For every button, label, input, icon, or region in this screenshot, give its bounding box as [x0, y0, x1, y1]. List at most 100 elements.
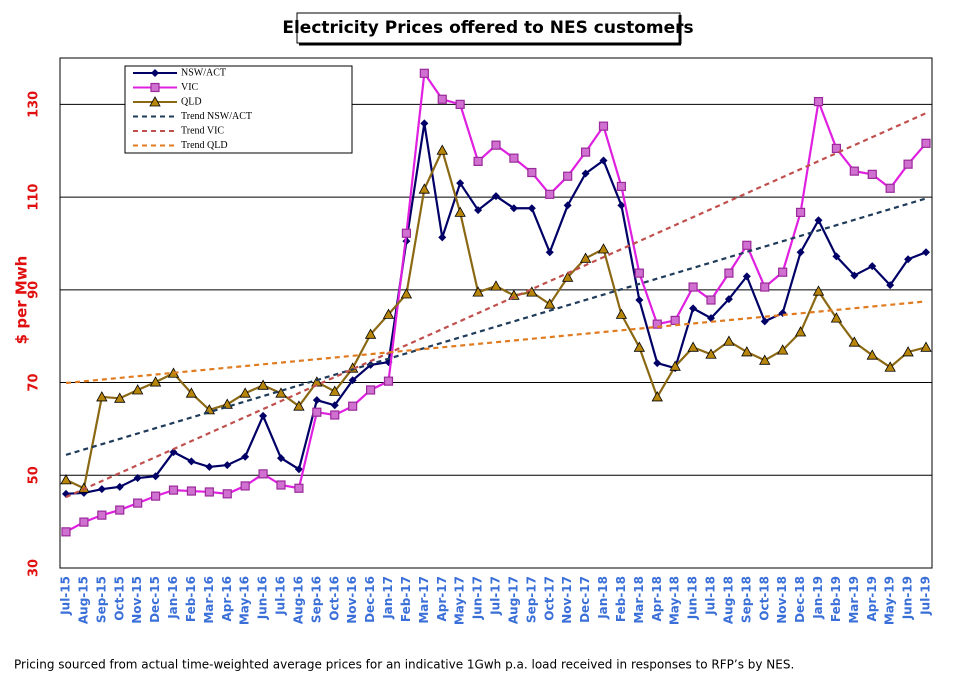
x-tick-label: Jun-17 — [471, 576, 485, 620]
data-point — [312, 396, 321, 405]
x-tick-label: Aug-15 — [76, 576, 90, 624]
x-tick-label: Aug-18 — [721, 576, 735, 624]
data-point — [814, 216, 823, 225]
data-point — [597, 243, 610, 254]
x-tick-label: May-16 — [238, 576, 252, 625]
data-point — [168, 485, 179, 495]
data-point — [187, 457, 196, 466]
data-point — [903, 159, 913, 169]
data-point — [741, 346, 753, 357]
data-point — [922, 248, 930, 257]
x-tick-label: Jul-16 — [274, 576, 288, 616]
x-tick-label: Oct-16 — [327, 576, 341, 621]
data-point — [241, 452, 250, 461]
data-point — [223, 461, 232, 470]
data-point — [472, 286, 484, 297]
x-tick-label: May-19 — [883, 576, 897, 625]
data-point — [707, 314, 715, 323]
data-point — [635, 296, 644, 305]
data-point — [490, 280, 502, 291]
trend-line — [65, 112, 927, 499]
data-point — [742, 240, 752, 250]
y-tick-label: 30 — [27, 559, 42, 577]
legend-label: Trend VIC — [181, 125, 224, 136]
data-point — [239, 387, 251, 398]
data-point — [438, 233, 447, 242]
data-point — [705, 348, 717, 359]
data-point — [79, 517, 89, 527]
data-point — [617, 201, 626, 210]
data-point — [294, 483, 304, 493]
data-point — [527, 204, 536, 213]
data-point — [437, 94, 447, 104]
data-point — [474, 206, 483, 215]
x-tick-label: Mar-16 — [202, 576, 216, 624]
data-point — [812, 285, 825, 296]
legend-label: Trend NSW/ACT — [181, 111, 252, 122]
x-tick-label: May-17 — [453, 576, 467, 625]
x-tick-label: Nov-18 — [775, 576, 789, 624]
data-point — [258, 469, 268, 479]
data-point — [491, 140, 501, 150]
legend-marker — [150, 82, 160, 93]
data-point — [579, 252, 592, 263]
x-tick-label: Feb-17 — [399, 576, 413, 622]
x-tick-label: Aug-17 — [506, 576, 520, 624]
data-point — [294, 465, 303, 474]
y-tick-label: 50 — [27, 466, 42, 484]
x-tick-label: Apr-16 — [220, 576, 234, 621]
data-point — [599, 156, 608, 165]
data-point — [133, 474, 142, 483]
data-point — [456, 179, 465, 188]
data-point — [169, 448, 178, 457]
data-point — [633, 341, 646, 352]
x-tick-label: Sep-17 — [524, 576, 538, 623]
data-point — [185, 387, 198, 398]
data-point — [509, 153, 519, 163]
x-tick-label: Nov-16 — [345, 576, 359, 624]
data-point — [868, 262, 877, 271]
data-point — [419, 68, 429, 78]
x-tick-label: Dec-18 — [793, 576, 807, 623]
data-point — [329, 385, 341, 396]
data-point — [259, 411, 268, 420]
data-point — [724, 268, 734, 278]
data-point — [885, 183, 895, 193]
data-point — [563, 201, 572, 210]
x-tick-label: Dec-17 — [578, 576, 592, 623]
data-point — [616, 181, 627, 192]
data-point — [904, 255, 913, 264]
data-point — [222, 489, 232, 499]
x-tick-label: Jun-16 — [256, 576, 270, 620]
x-tick-label: Mar-17 — [417, 576, 431, 624]
data-point — [759, 354, 771, 365]
data-point — [832, 252, 841, 261]
data-point — [400, 288, 413, 299]
footnote: Pricing sourced from actual time-weighte… — [14, 658, 794, 672]
data-point — [581, 169, 590, 178]
chart-title: Electricity Prices offered to NES custom… — [282, 18, 693, 38]
data-point — [275, 387, 287, 398]
data-point — [796, 248, 805, 257]
legend-marker — [151, 69, 159, 77]
data-point — [830, 312, 843, 323]
data-point — [186, 486, 197, 496]
data-point — [330, 410, 340, 420]
data-point — [455, 99, 465, 109]
data-point — [509, 204, 518, 213]
data-point — [96, 391, 108, 402]
x-tick-label: Jan-17 — [381, 576, 395, 620]
data-point — [723, 335, 735, 346]
data-point — [348, 376, 357, 385]
y-axis-label: $ per Mwh — [13, 256, 31, 345]
data-point — [902, 346, 914, 357]
data-point — [240, 481, 250, 491]
data-point — [848, 336, 861, 347]
data-point — [115, 505, 125, 515]
x-tick-label: Jan-19 — [811, 576, 825, 620]
data-point — [653, 359, 662, 368]
data-point — [133, 498, 143, 508]
x-tick-label: Nov-15 — [130, 576, 144, 624]
data-point — [401, 228, 412, 238]
